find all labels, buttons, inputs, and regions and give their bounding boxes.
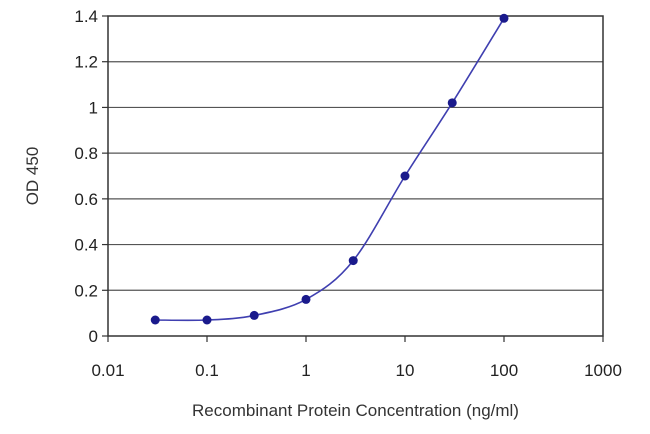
y-tick-labels: 0 0.2 0.4 0.6 0.8 1 1.2 1.4 [74,7,98,346]
y-tick-label: 1.2 [74,53,98,72]
data-point [400,171,410,181]
y-tick-label: 1.4 [74,7,98,26]
plot-area-frame [107,15,604,337]
series-line [155,17,505,322]
grid-lines [108,61,603,291]
data-point [150,315,160,325]
x-tick-label: 0.1 [195,361,219,380]
y-tick-label: 0.2 [74,281,98,300]
data-point [202,315,212,325]
data-point [447,98,457,108]
x-axis-title: Recombinant Protein Concentration (ng/ml… [192,401,519,420]
y-tick-label: 0.6 [74,190,98,209]
x-tick-label: 1 [301,361,310,380]
data-points [150,13,509,325]
data-point [301,294,311,304]
x-tick-label: 1000 [584,361,622,380]
data-point [499,13,509,23]
x-tick-label: 100 [490,361,518,380]
data-point [249,310,259,320]
axis-ticks [102,15,604,342]
x-tick-labels: 0.01 0.1 1 10 100 1000 [91,361,621,380]
y-tick-label: 0 [89,327,98,346]
y-tick-label: 0.8 [74,144,98,163]
x-tick-label: 0.01 [91,361,124,380]
y-axis-title: OD 450 [23,147,42,206]
data-point [348,256,358,266]
y-tick-label: 0.4 [74,236,98,255]
x-tick-label: 10 [396,361,415,380]
y-tick-label: 1 [89,98,98,117]
